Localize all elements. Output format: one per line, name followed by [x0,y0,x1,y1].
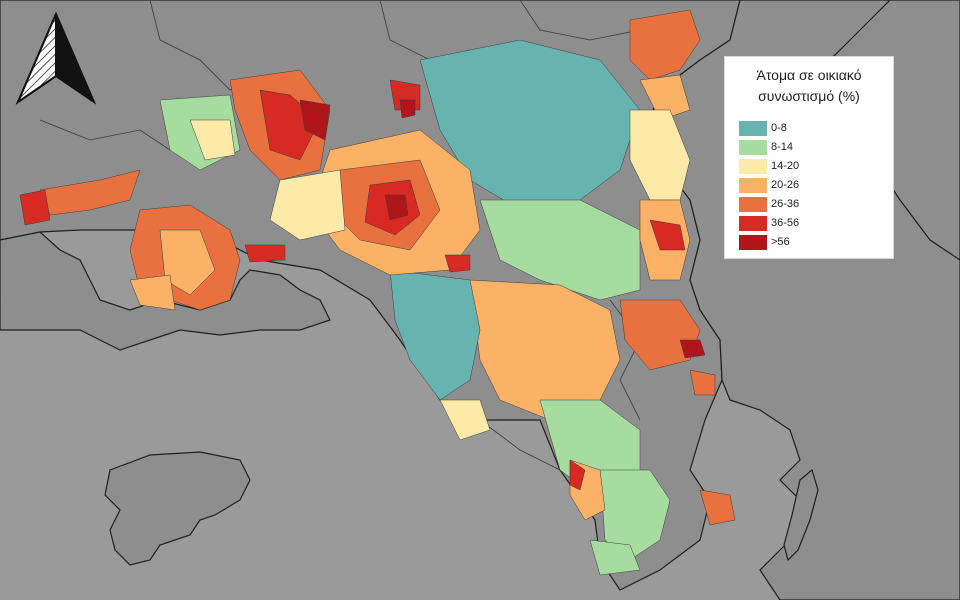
north-east-suburbs [419,39,641,211]
ymittos-hotspot [444,254,471,273]
west-attica [269,169,346,241]
salamina-south [129,274,176,311]
megara-coast [39,169,141,216]
kifisia-hotspot-2 [399,99,416,119]
east-coast-2 [689,369,716,396]
lavreotiki-south [599,469,671,561]
south-hotspot [569,459,586,491]
north-arrow-icon [15,11,97,105]
aegina-island [104,451,251,566]
north-west-inner [189,119,236,161]
rafina-hotspot [649,219,686,251]
legend-swatch [739,121,767,136]
admin-line-4 [39,119,171,151]
legend-swatch [739,140,767,155]
legend-title: Άτομα σε οικιακό συνωστισμό (%) [725,65,893,107]
porto-rafti [619,299,701,371]
perama-hotspot [244,244,286,263]
legend-label: 20-26 [771,179,800,191]
legend-label: 8-14 [771,141,794,153]
legend-label: 14-20 [771,160,800,172]
salamina-inner [159,229,216,296]
porto-rafti-hotspot [679,339,706,359]
west-tip [19,189,51,226]
peloponnese-coast [0,231,331,351]
legend-swatch [739,216,767,231]
admin-line-5 [479,419,561,471]
choropleth-regions [19,9,736,576]
legend-label: 0-8 [771,122,787,134]
legend-title-line1: Άτομα σε οικιακό [756,67,862,83]
southern-coast [389,269,481,401]
mesogeia-north [479,199,641,301]
map-legend: Άτομα σε οικιακό συνωστισμό (%) 0-8 8-14… [724,56,894,259]
legend-label: 26-36 [771,198,800,210]
legend-swatch [739,178,767,193]
makronisos-island [783,468,819,562]
vari-area [439,399,491,441]
legend-swatch [739,197,767,212]
sounio-area [589,539,641,576]
legend-label: 36-56 [771,217,800,229]
legend-swatch [739,159,767,174]
legend-title-line2: συνωστισμό (%) [758,88,860,104]
admin-line-3 [519,0,641,41]
marathon-coast [639,74,691,121]
legend-label: >56 [771,236,790,248]
legend-swatch [739,235,767,250]
north-hotspot [299,99,331,141]
lavrio-area [699,489,736,526]
athens-hotspot [384,194,409,221]
marathon-north [629,9,701,81]
